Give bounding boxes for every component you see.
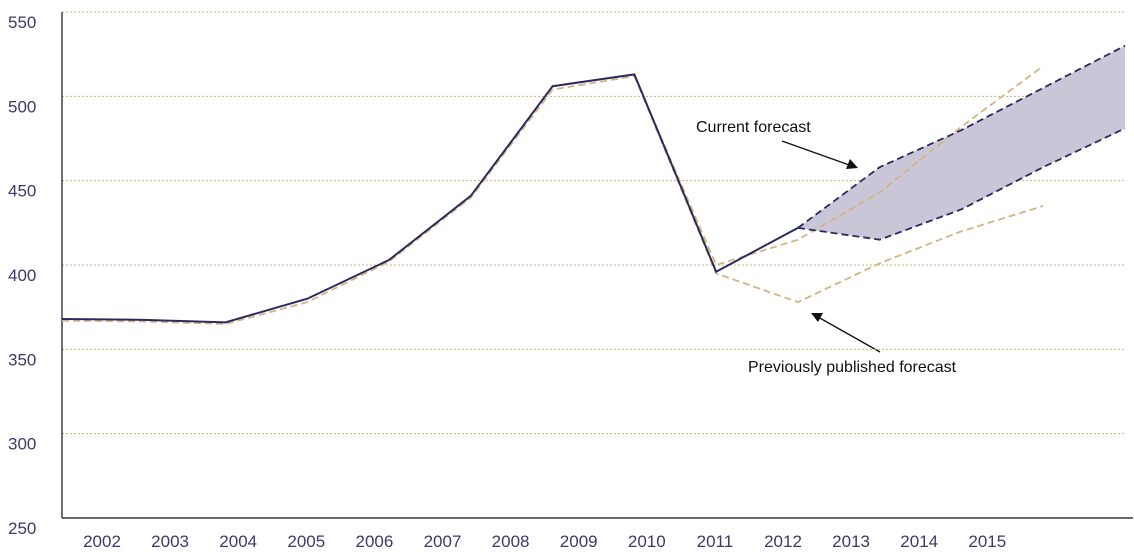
x-tick-label: 2015 xyxy=(968,532,1006,551)
x-tick-label: 2002 xyxy=(83,532,121,551)
x-tick-label: 2012 xyxy=(764,532,802,551)
y-tick-label: 250 xyxy=(8,519,36,538)
annotation-arrowhead xyxy=(811,313,823,322)
series-line xyxy=(797,127,1126,241)
x-tick-label: 2007 xyxy=(424,532,462,551)
series-line xyxy=(61,65,1044,325)
x-tick-label: 2008 xyxy=(492,532,530,551)
series-line xyxy=(797,44,1126,229)
annotation-arrow xyxy=(781,140,853,167)
annotation-arrowhead xyxy=(846,159,858,169)
y-tick-label: 500 xyxy=(8,97,36,116)
x-tick-label: 2005 xyxy=(287,532,325,551)
x-tick-label: 2009 xyxy=(560,532,598,551)
y-tick-label: 350 xyxy=(8,350,36,369)
annotation-arrow xyxy=(817,316,881,353)
x-tick-label: 2013 xyxy=(832,532,870,551)
annotation: Previously published forecast xyxy=(748,359,957,376)
x-tick-label: 2006 xyxy=(355,532,393,551)
x-tick-label: 2003 xyxy=(151,532,189,551)
forecast-band xyxy=(797,45,1125,240)
y-tick-label: 450 xyxy=(8,182,36,201)
y-tick-label: 300 xyxy=(8,435,36,454)
x-tick-label: 2004 xyxy=(219,532,257,551)
series-line xyxy=(61,73,799,324)
x-tick-label: 2011 xyxy=(697,532,734,551)
x-tick-label: 2010 xyxy=(628,532,666,551)
x-tick-label: 2014 xyxy=(900,532,938,551)
annotation: Current forecast xyxy=(696,119,811,136)
y-tick-label: 550 xyxy=(8,13,36,32)
y-tick-label: 400 xyxy=(8,266,36,285)
